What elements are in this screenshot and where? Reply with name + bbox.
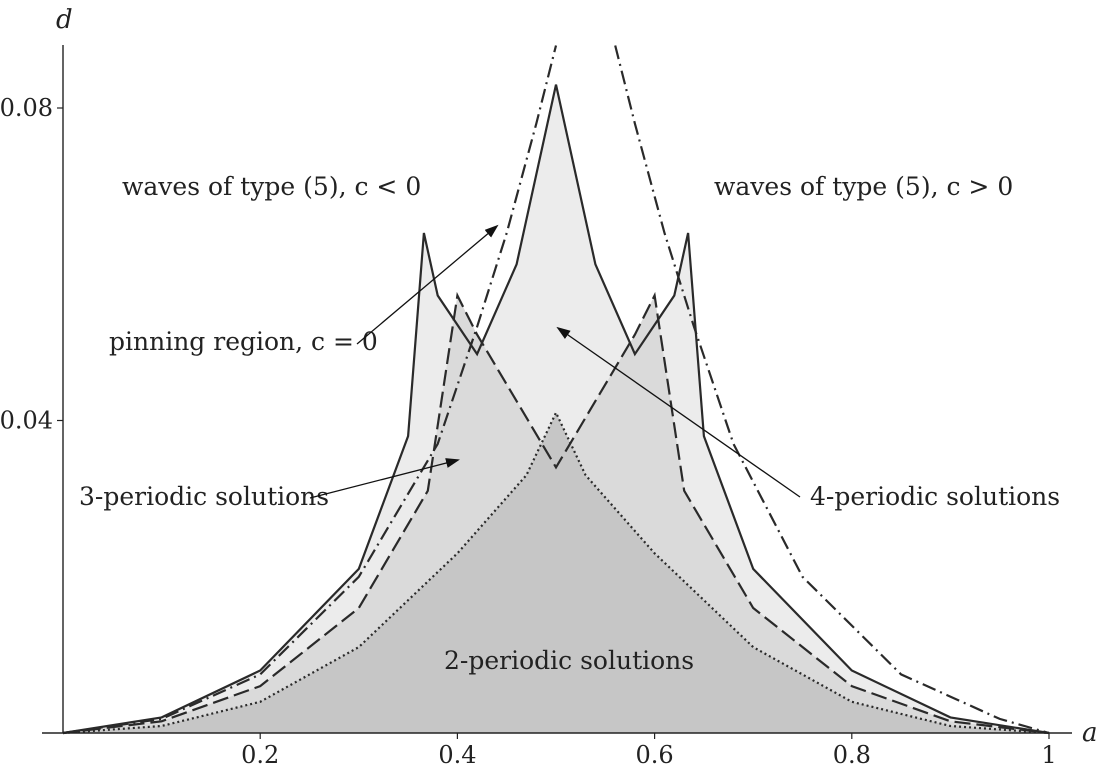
- pinning-region-fill: [63, 84, 1049, 734]
- x-tick-label: 0.6: [636, 741, 674, 766]
- annotation-pinning-region: pinning region, c = 0: [109, 327, 378, 356]
- periodic-2-region-fill: [63, 412, 1049, 733]
- axis-ticks: 0.2 0.4 0.6 0.8 1 0.04 0.08: [0, 94, 1057, 766]
- dashed-boundary-curve: [62, 291, 1050, 735]
- annotation-waves-c-positive: waves of type (5), c > 0: [714, 172, 1013, 201]
- x-tick-label: 0.8: [833, 741, 871, 766]
- 3-periodic-arrow: [309, 458, 460, 499]
- annotation-waves-c-negative: waves of type (5), c < 0: [122, 172, 421, 201]
- y-tick-label: 0.04: [0, 407, 53, 435]
- y-tick-label: 0.08: [0, 94, 53, 122]
- pinning-region-arrow: [356, 224, 499, 345]
- dotted-boundary-curve: [62, 410, 1050, 735]
- x-tick-label: 1: [1041, 741, 1056, 766]
- x-axis-label: a: [1082, 718, 1098, 748]
- y-axis-label: d: [56, 5, 73, 35]
- 4-periodic-arrow: [556, 326, 801, 498]
- solid-boundary-curve: [62, 84, 1050, 735]
- x-tick-label: 0.4: [438, 741, 476, 766]
- annotation-4-periodic: 4-periodic solutions: [810, 482, 1060, 511]
- annotation-3-periodic: 3-periodic solutions: [79, 482, 329, 511]
- dash-dot-curve-left: [62, 45, 558, 735]
- annotation-2-periodic: 2-periodic solutions: [444, 646, 694, 675]
- x-tick-label: 0.2: [241, 741, 279, 766]
